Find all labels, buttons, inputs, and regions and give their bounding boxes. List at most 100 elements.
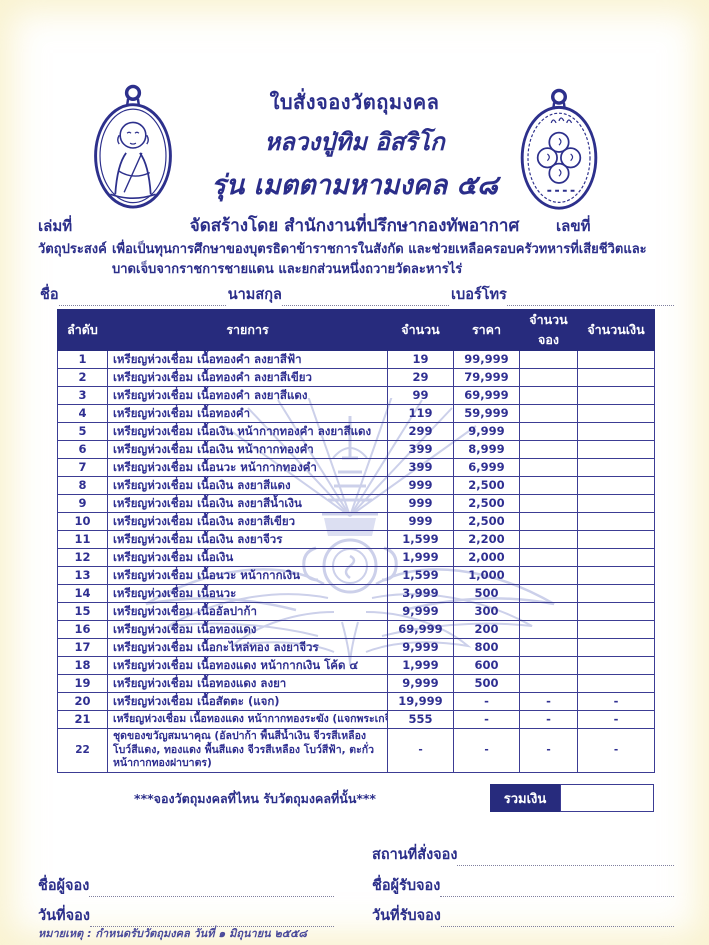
cell-item: เหรียญห่วงเชื่อม เนื้อเงิน หน้ากากทองคำ … <box>107 422 388 441</box>
cell-price: 2,500 <box>453 476 520 495</box>
cell-reserve <box>519 368 578 387</box>
order-place-label: สถานที่สั่งจอง <box>372 847 458 863</box>
cell-no: 22 <box>57 728 108 773</box>
issuer-line: จัดสร้างโดย สำนักงานที่ปรึกษากองทัพอากาศ <box>189 216 520 236</box>
cell-amount <box>577 404 655 423</box>
cell-qty: 999 <box>387 476 454 495</box>
cell-reserve <box>519 548 578 567</box>
table-row: 1 เหรียญห่วงเชื่อม เนื้อทองคำ ลงยาสีฟ้า … <box>57 350 655 369</box>
monk-amulet-image <box>94 84 172 209</box>
cell-amount <box>577 494 655 513</box>
cell-item: เหรียญห่วงเชื่อม เนื้อนวะ หน้ากากทองคำ <box>107 458 388 477</box>
cell-amount: - <box>577 710 655 729</box>
cell-qty: 19,999 <box>387 692 454 711</box>
cell-reserve: - <box>519 728 578 773</box>
cell-no: 13 <box>57 566 108 585</box>
remark-note: หมายเหตุ : กำหนดรับวัตถุมงคล วันที่ ๑ มิ… <box>38 927 307 940</box>
cell-qty: 999 <box>387 494 454 513</box>
cell-price: 2,500 <box>453 512 520 531</box>
cell-no: 2 <box>57 368 108 387</box>
cell-item: เหรียญห่วงเชื่อม เนื้อทองแดง หน้ากากทองร… <box>107 710 388 729</box>
cell-amount <box>577 458 655 477</box>
table-row: 13 เหรียญห่วงเชื่อม เนื้อนวะ หน้ากากเงิน… <box>57 566 655 585</box>
cell-qty: 9,999 <box>387 638 454 657</box>
cell-amount: - <box>577 728 655 773</box>
table-row: 14 เหรียญห่วงเชื่อม เนื้อนวะ 3,999 500 <box>57 584 655 603</box>
cell-reserve <box>519 476 578 495</box>
cell-qty: 299 <box>387 422 454 441</box>
cell-price: 2,500 <box>453 494 520 513</box>
cell-qty: 19 <box>387 350 454 369</box>
cell-item: เหรียญห่วงเชื่อม เนื้อเงิน ลงยาสีน้ำเงิน <box>107 494 388 513</box>
cell-no: 14 <box>57 584 108 603</box>
orderer-name-field <box>89 883 334 897</box>
cell-qty: 3,999 <box>387 584 454 603</box>
name-field <box>58 292 226 306</box>
cell-reserve <box>519 512 578 531</box>
cell-price: 59,999 <box>453 404 520 423</box>
cell-price: 500 <box>453 674 520 693</box>
cell-reserve <box>519 656 578 675</box>
cell-price: 8,999 <box>453 440 520 459</box>
cell-reserve <box>519 404 578 423</box>
cell-amount <box>577 566 655 585</box>
cell-price: 200 <box>453 620 520 639</box>
receive-date-label: วันที่รับจอง <box>372 908 441 924</box>
table-row: 15 เหรียญห่วงเชื่อม เนื้ออัลปาก้า 9,999 … <box>57 602 655 621</box>
cell-item: เหรียญห่วงเชื่อม เนื้ออัลปาก้า <box>107 602 388 621</box>
cell-amount <box>577 440 655 459</box>
cell-price: 99,999 <box>453 350 520 369</box>
doc-number-label: เลขที่ <box>556 217 591 235</box>
cell-no: 20 <box>57 692 108 711</box>
receive-date-line: วันที่รับจอง <box>372 904 674 927</box>
table-row: 12 เหรียญห่วงเชื่อม เนื้อเงิน 1,999 2,00… <box>57 548 655 567</box>
cell-qty: 399 <box>387 458 454 477</box>
table-row: 4 เหรียญห่วงเชื่อม เนื้อทองคำ 119 59,999 <box>57 404 655 423</box>
cell-item: เหรียญห่วงเชื่อม เนื้อนวะ <box>107 584 388 603</box>
cell-reserve <box>519 602 578 621</box>
purpose-section: วัตถุประสงค์ เพื่อเป็นทุนการศึกษาของบุตรธ… <box>38 240 674 280</box>
cell-price: 6,999 <box>453 458 520 477</box>
cell-item: เหรียญห่วงเชื่อม เนื้อเงิน ลงยาสีแดง <box>107 476 388 495</box>
cell-item: เหรียญห่วงเชื่อม เนื้อเงิน <box>107 548 388 567</box>
cell-reserve <box>519 584 578 603</box>
cell-no: 1 <box>57 350 108 369</box>
col-header-item: รายการ <box>107 309 388 351</box>
table-row: 5 เหรียญห่วงเชื่อม เนื้อเงิน หน้ากากทองค… <box>57 422 655 441</box>
cell-reserve <box>519 386 578 405</box>
col-header-no: ลำดับ <box>57 309 108 351</box>
cell-amount <box>577 476 655 495</box>
cell-qty: 1,999 <box>387 548 454 567</box>
table-row: 2 เหรียญห่วงเชื่อม เนื้อทองคำ ลงยาสีเขีย… <box>57 368 655 387</box>
cell-item: เหรียญห่วงเชื่อม เนื้อเงิน ลงยาสีเขียว <box>107 512 388 531</box>
cell-item: เหรียญห่วงเชื่อม เนื้อทองคำ <box>107 404 388 423</box>
table-row: 16 เหรียญห่วงเชื่อม เนื้อทองแดง 69,999 2… <box>57 620 655 639</box>
cell-item: เหรียญห่วงเชื่อม เนื้อสัตตะ (แจก) <box>107 692 388 711</box>
cell-reserve <box>519 530 578 549</box>
pickup-note: ***จองวัตถุมงคลที่ไหน รับวัตถุมงคลที่นั้… <box>134 791 376 806</box>
cell-amount <box>577 674 655 693</box>
cell-amount <box>577 602 655 621</box>
phone-field <box>506 292 675 306</box>
order-date-field <box>89 913 334 927</box>
cell-reserve <box>519 440 578 459</box>
cell-item: เหรียญห่วงเชื่อม เนื้อเงิน ลงยาจีวร <box>107 530 388 549</box>
order-date-label: วันที่จอง <box>38 908 90 924</box>
cell-reserve <box>519 620 578 639</box>
cell-item: เหรียญห่วงเชื่อม เนื้อเงิน หน้ากากทองคำ <box>107 440 388 459</box>
cell-qty: 119 <box>387 404 454 423</box>
cell-price: 1,000 <box>453 566 520 585</box>
cell-reserve <box>519 458 578 477</box>
cell-no: 10 <box>57 512 108 531</box>
surname-label: นามสกุล <box>227 287 282 303</box>
col-header-amount: จำนวนเงิน <box>577 309 655 351</box>
cell-price: 9,999 <box>453 422 520 441</box>
total-label: รวมเงิน <box>490 784 560 812</box>
cell-reserve: - <box>519 710 578 729</box>
surname-field <box>281 292 450 306</box>
cell-no: 16 <box>57 620 108 639</box>
table-header-row: ลำดับ รายการ จำนวน ราคา จำนวนจอง จำนวนเง… <box>57 309 655 351</box>
cell-reserve: - <box>519 692 578 711</box>
cell-price: 500 <box>453 584 520 603</box>
cell-price: 600 <box>453 656 520 675</box>
